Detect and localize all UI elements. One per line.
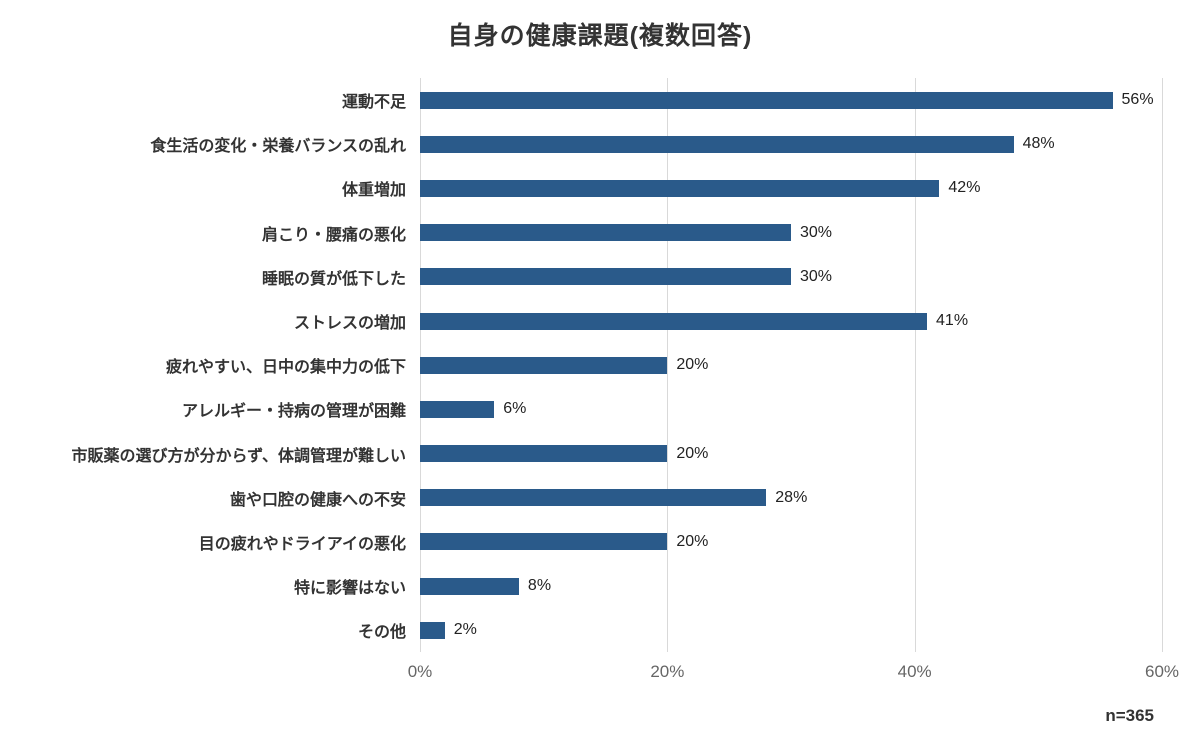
category-label: 肩こり・腰痛の悪化: [261, 226, 406, 244]
bar: [420, 356, 668, 374]
value-label: 56%: [1121, 91, 1154, 109]
value-label: 8%: [527, 577, 552, 595]
category-label: 目の疲れやドライアイの悪化: [198, 535, 406, 553]
bar-track: 48%: [420, 122, 1162, 166]
chart-row: 目の疲れやドライアイの悪化 20%: [0, 520, 1200, 564]
sample-size-note: n=365: [1105, 706, 1154, 725]
bar-track: 41%: [420, 299, 1162, 343]
chart-row: ストレスの増加 41%: [0, 299, 1200, 343]
category-label: 疲れやすい、日中の集中力の低下: [165, 359, 406, 377]
value-label: 48%: [1022, 135, 1055, 153]
category-label: アレルギー・持病の管理が困難: [181, 403, 406, 421]
category-label: 運動不足: [341, 94, 406, 112]
bar-track: 6%: [420, 387, 1162, 431]
chart-row: 体重増加 42%: [0, 166, 1200, 210]
chart-title: 自身の健康課題(複数回答): [447, 22, 753, 50]
bar: [420, 268, 791, 286]
gridline: [667, 78, 669, 652]
bar-track: 20%: [420, 520, 1162, 564]
bar: [420, 224, 791, 242]
x-tick-label: 60%: [1144, 662, 1180, 681]
chart-row: 市販薬の選び方が分からず、体調管理が難しい 20%: [0, 432, 1200, 476]
chart-row: アレルギー・持病の管理が困難 6%: [0, 387, 1200, 431]
x-tick-label: 0%: [407, 662, 433, 681]
bar-track: 8%: [420, 564, 1162, 608]
value-label: 20%: [676, 356, 709, 374]
bar-track: 2%: [420, 608, 1162, 652]
bar-track: 20%: [420, 343, 1162, 387]
chart-row: 歯や口腔の健康への不安 28%: [0, 476, 1200, 520]
chart-row: 睡眠の質が低下した 30%: [0, 255, 1200, 299]
category-label: 市販薬の選び方が分からず、体調管理が難しい: [71, 447, 406, 465]
value-label: 41%: [936, 312, 969, 330]
value-label: 6%: [503, 400, 527, 418]
category-label: 体重増加: [341, 182, 406, 200]
bar: [420, 135, 1014, 153]
bar-track: 20%: [420, 432, 1162, 476]
category-label: 歯や口腔の健康への不安: [229, 491, 406, 509]
bar: [420, 312, 928, 330]
bar: [420, 577, 519, 595]
value-label: 30%: [800, 223, 833, 241]
bar: [420, 91, 1113, 109]
gridline: [1162, 78, 1163, 652]
chart-row: その他 2%: [0, 608, 1200, 652]
chart-row: 疲れやすい、日中の集中力の低下 20%: [0, 343, 1200, 387]
x-tick-label: 40%: [897, 662, 932, 681]
bar: [420, 489, 767, 507]
bar: [420, 179, 940, 197]
bar: [420, 621, 445, 639]
chart-row: 食生活の変化・栄養バランスの乱れ 48%: [0, 122, 1200, 166]
bar-rows: 運動不足 56% 食生活の変化・栄養バランスの乱れ 48% 体重増加 42% 肩こり・腰痛の…: [0, 78, 1200, 652]
value-label: 20%: [676, 444, 709, 462]
category-label: 特に影響はない: [293, 580, 406, 598]
value-label: 28%: [775, 488, 808, 506]
category-label: その他: [357, 624, 406, 642]
category-label: 睡眠の質が低下した: [261, 270, 406, 288]
category-label: ストレスの増加: [293, 315, 406, 333]
bar-track: 30%: [420, 211, 1162, 255]
value-label: 30%: [800, 267, 833, 285]
value-label: 42%: [948, 179, 981, 197]
bar: [420, 533, 668, 551]
bar-track: 30%: [420, 255, 1162, 299]
bar-track: 28%: [420, 476, 1162, 520]
bar: [420, 400, 495, 418]
bar-track: 56%: [420, 78, 1162, 122]
x-axis: 0% 20% 40% 60%: [408, 662, 1179, 686]
gridline: [914, 78, 916, 652]
value-label: 20%: [676, 532, 709, 550]
bar: [420, 445, 668, 463]
bar-chart: 運動不足 56% 食生活の変化・栄養バランスの乱れ 48% 体重増加 42% 肩こり・腰痛の…: [0, 78, 1200, 681]
chart-row: 運動不足 56%: [0, 78, 1200, 122]
category-label: 食生活の変化・栄養バランスの乱れ: [150, 138, 406, 156]
chart-row: 肩こり・腰痛の悪化 30%: [0, 211, 1200, 255]
chart-row: 特に影響はない 8%: [0, 564, 1200, 608]
value-label: 2%: [453, 621, 477, 639]
bar-track: 42%: [420, 166, 1162, 210]
x-tick-label: 20%: [650, 662, 685, 681]
